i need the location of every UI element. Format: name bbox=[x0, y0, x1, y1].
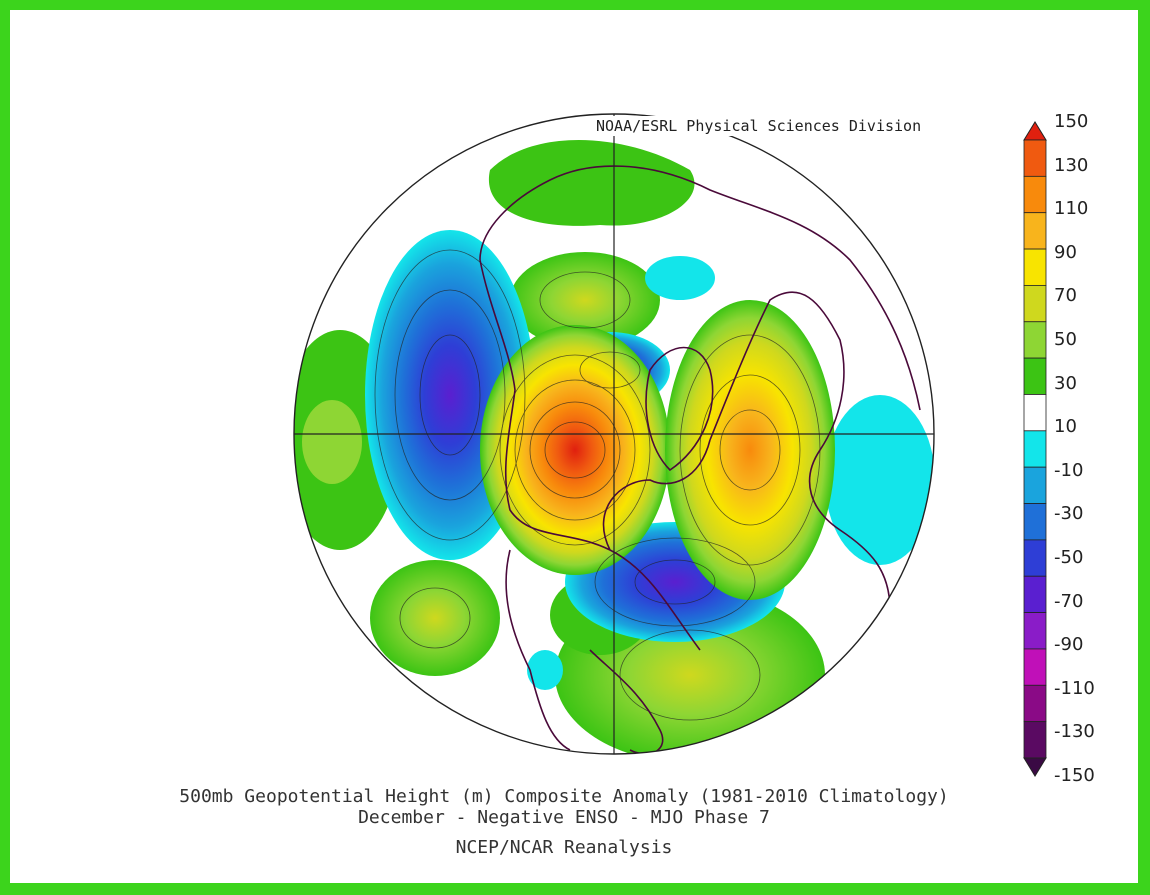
colorbar-tick-label: -50 bbox=[1054, 547, 1084, 568]
colorbar-swatch bbox=[1023, 721, 1047, 759]
colorbar-tick-label: -150 bbox=[1054, 765, 1095, 786]
colorbar-bottom-arrow bbox=[1023, 757, 1047, 777]
colorbar-swatch bbox=[1023, 503, 1047, 541]
colorbar-tick-label: -30 bbox=[1054, 503, 1084, 525]
coastline-asia bbox=[479, 165, 921, 411]
colorbar-tick-label: 10 bbox=[1054, 416, 1077, 438]
colorbar-tick-label: 150 bbox=[1054, 111, 1089, 132]
colorbar-tick-label: -130 bbox=[1054, 721, 1095, 743]
colorbar-swatch bbox=[1023, 357, 1047, 395]
colorbar-swatch bbox=[1023, 648, 1047, 686]
colorbar-tick-label: -10 bbox=[1054, 459, 1084, 481]
colorbar-tick-label: -110 bbox=[1054, 677, 1095, 699]
colorbar-swatch bbox=[1023, 394, 1047, 432]
colorbar-swatch bbox=[1023, 684, 1047, 723]
anomaly-positive-north-america bbox=[480, 325, 670, 575]
coastline-greenland bbox=[645, 346, 714, 472]
graticule bbox=[294, 114, 934, 754]
colorbar-swatch bbox=[1023, 575, 1047, 613]
coastline-europe bbox=[709, 291, 891, 611]
colorbar-swatch bbox=[1023, 285, 1047, 323]
colorbar-tick-label: 130 bbox=[1054, 154, 1089, 176]
colorbar-top-arrow bbox=[1023, 121, 1047, 141]
colorbar-swatch bbox=[1023, 175, 1047, 214]
colorbar-tick-label: 50 bbox=[1054, 329, 1077, 350]
colorbar-swatch bbox=[1023, 539, 1047, 577]
anomaly-positive-siberia bbox=[488, 140, 695, 226]
colorbar-swatch bbox=[1023, 612, 1047, 650]
caption-title: 500mb Geopotential Height (m) Composite … bbox=[179, 786, 949, 807]
map-outline bbox=[293, 113, 935, 755]
colorbar bbox=[1023, 121, 1047, 777]
figure-frame: NOAA/ESRL Physical Sciences Division 500… bbox=[10, 10, 1138, 883]
colorbar-tick-label: 90 bbox=[1054, 241, 1077, 263]
polar-map bbox=[293, 113, 1047, 777]
anomaly-positive-north-atlantic bbox=[665, 300, 835, 600]
colorbar-tick-label: -90 bbox=[1054, 634, 1084, 656]
credit-label: NOAA/ESRL Physical Sciences Division bbox=[592, 116, 926, 136]
coastline-north-america bbox=[479, 259, 711, 651]
colorbar-tick-label: 110 bbox=[1054, 198, 1089, 220]
colorbar-tick-label: -70 bbox=[1054, 590, 1084, 612]
anomaly-positive-east-asia bbox=[370, 560, 500, 676]
caption-subtitle: December - Negative ENSO - MJO Phase 7 bbox=[358, 807, 770, 828]
colorbar-tick-label: 70 bbox=[1054, 285, 1077, 307]
colorbar-swatch bbox=[1023, 430, 1047, 468]
colorbar-swatch bbox=[1023, 321, 1047, 359]
colorbar-tick-label: 30 bbox=[1054, 372, 1077, 394]
caption-source: NCEP/NCAR Reanalysis bbox=[455, 837, 673, 858]
colorbar-swatch bbox=[1023, 248, 1047, 286]
colorbar-swatch bbox=[1023, 212, 1047, 250]
colorbar-swatch bbox=[1023, 139, 1047, 177]
colorbar-swatch bbox=[1023, 466, 1047, 504]
